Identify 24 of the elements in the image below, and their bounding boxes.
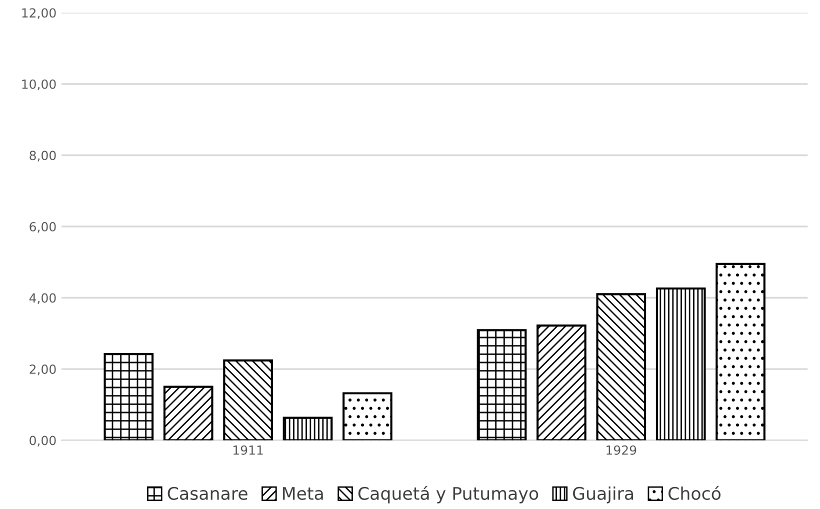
bar bbox=[282, 416, 333, 440]
y-tick-label: 10,00 bbox=[22, 79, 56, 90]
bar bbox=[223, 359, 273, 440]
bar bbox=[163, 386, 214, 440]
legend-label: Casanare bbox=[168, 486, 248, 500]
legend-label: Guajira bbox=[573, 486, 633, 504]
y-tick-label: 0,00 bbox=[30, 436, 56, 446]
x-tick-label: 1911 bbox=[234, 445, 263, 455]
legend-label: Caquetá y Putumayo bbox=[358, 486, 538, 504]
bar bbox=[342, 392, 392, 440]
y-tick-label: 6,00 bbox=[30, 222, 56, 233]
bar bbox=[656, 287, 706, 440]
bar bbox=[596, 293, 646, 440]
y-tick-label: 4,00 bbox=[29, 293, 56, 304]
x-tick-label: 1929 bbox=[606, 445, 636, 455]
bar bbox=[536, 324, 586, 440]
legend-label: Chocó bbox=[668, 486, 721, 500]
bar bbox=[716, 262, 766, 440]
y-tick-label: 12,00 bbox=[22, 8, 56, 19]
legend-label: Meta bbox=[283, 487, 323, 500]
bar bbox=[104, 353, 154, 440]
y-tick-label: 8,00 bbox=[30, 150, 56, 162]
bar bbox=[476, 329, 527, 440]
y-tick-label: 2,00 bbox=[30, 364, 56, 376]
